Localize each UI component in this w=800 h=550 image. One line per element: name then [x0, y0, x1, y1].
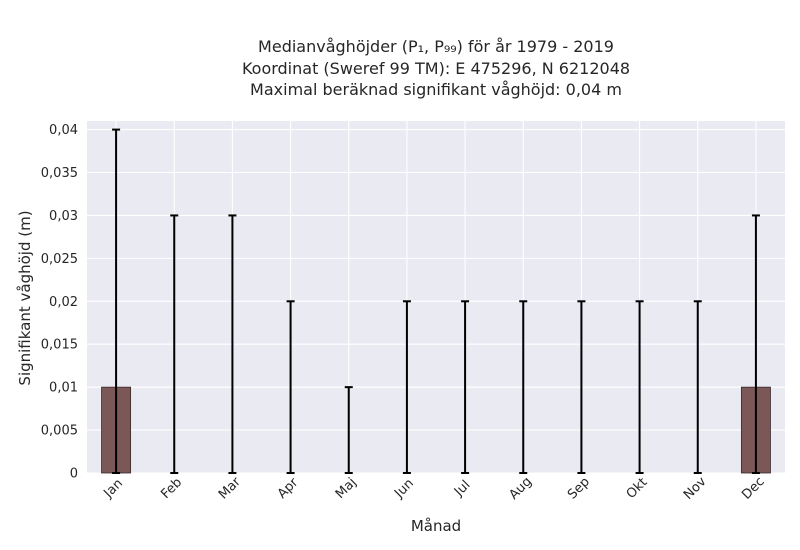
error-bar	[228, 214, 237, 474]
error-bar	[461, 300, 470, 474]
y-tick-label: 0,03	[49, 209, 78, 224]
y-tick-label: 0,025	[41, 252, 78, 267]
y-tick-label: 0,005	[41, 424, 78, 439]
y-tick-label: 0,035	[41, 166, 78, 181]
plot-area	[87, 121, 785, 473]
y-tick-label: 0,015	[41, 338, 78, 353]
x-tick-label: Apr	[275, 475, 302, 502]
error-bar	[170, 214, 179, 474]
x-tick-label: Jul	[451, 478, 473, 500]
error-bar	[577, 300, 586, 474]
error-bar	[344, 386, 353, 474]
error-bar	[693, 300, 702, 474]
x-tick-label: Aug	[506, 474, 535, 503]
error-bar	[286, 300, 295, 474]
x-axis-label: Månad	[411, 517, 461, 535]
y-tick-label: 0,02	[49, 295, 78, 310]
x-tick-label: Dec	[739, 474, 767, 502]
x-tick-label: Okt	[624, 475, 651, 502]
error-bar	[635, 300, 644, 474]
chart-title: Medianvåghöjder (P₁, P₉₉) för år 1979 - …	[242, 37, 630, 99]
error-bar	[751, 214, 760, 474]
x-tick-label: Nov	[681, 474, 710, 503]
y-tick-label: 0,01	[49, 381, 78, 396]
x-tick-label: Mar	[216, 474, 244, 502]
chart-title-line-1: Medianvåghöjder (P₁, P₉₉) för år 1979 - …	[258, 37, 614, 56]
error-bar	[519, 300, 528, 474]
error-bar	[402, 300, 411, 474]
x-tick-label: Sep	[565, 475, 593, 503]
error-bar	[112, 128, 121, 474]
error-bars	[112, 128, 760, 474]
x-tick-label: Jun	[391, 476, 417, 502]
x-axis-ticks: Jan Feb Mar Apr Maj Jun Jul Aug Sep Okt Nov Dec	[101, 474, 768, 503]
chart-title-line-3: Maximal beräknad signifikant våghöjd: 0,…	[250, 80, 622, 99]
y-axis-ticks: 0 0,005 0,01 0,015 0,02 0,025 0,03 0,035 0,04	[41, 123, 78, 481]
x-tick-label: Feb	[158, 475, 185, 502]
y-axis-label: Signifikant våghöjd (m)	[16, 210, 34, 385]
y-tick-label: 0,04	[49, 123, 78, 138]
y-tick-label: 0	[70, 467, 78, 482]
x-tick-label: Maj	[333, 475, 360, 502]
x-tick-label: Jan	[101, 476, 126, 501]
chart-title-line-2: Koordinat (Sweref 99 TM): E 475296, N 62…	[242, 59, 630, 78]
